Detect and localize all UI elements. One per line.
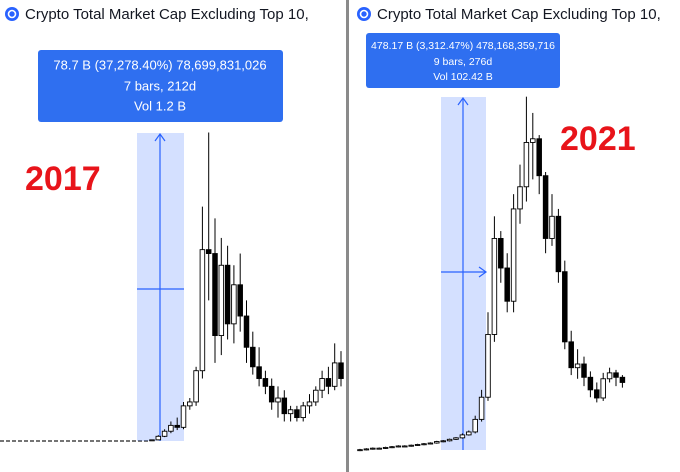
candle-body (613, 372, 619, 378)
candle-body (504, 267, 510, 302)
year-label: 2021 (560, 120, 636, 158)
candle-body (542, 175, 549, 239)
candle-body (262, 378, 269, 387)
candle-body (453, 437, 459, 440)
candle-body (523, 142, 530, 188)
candle-body (395, 445, 402, 448)
candle-body (555, 215, 562, 273)
year-label: 2017 (25, 160, 101, 198)
candle-body (237, 284, 243, 317)
candle-body (300, 405, 306, 419)
logo (5, 7, 19, 21)
candle-body (212, 253, 218, 337)
candle-body (606, 372, 613, 380)
candle-body (193, 370, 199, 403)
candle-body (155, 435, 162, 441)
candle-body (294, 409, 300, 419)
tooltip-line: 7 bars, 212d (124, 78, 196, 93)
candle-body (562, 271, 568, 343)
candle-body (275, 397, 281, 403)
tooltip (38, 50, 283, 122)
candle-body (414, 444, 421, 446)
candle-body (440, 440, 446, 443)
candle-body (472, 418, 478, 433)
candle-body (459, 434, 466, 439)
candle-body (287, 409, 294, 415)
candle-body (581, 363, 587, 378)
candle-body (325, 378, 332, 387)
candle-body (434, 441, 440, 444)
candle-body (243, 315, 250, 348)
tooltip (366, 33, 560, 88)
chart-title: Crypto Total Market Cap Excluding Top 10… (25, 6, 309, 23)
candle-body (446, 438, 453, 442)
candle-body (600, 378, 606, 399)
candle-body (491, 238, 498, 335)
candle-body (382, 446, 389, 449)
candle-body (338, 362, 344, 379)
candle-body (363, 448, 370, 451)
arrow-head (457, 96, 469, 106)
candle-body (485, 334, 491, 398)
candle-body (168, 424, 174, 432)
tooltip-line: 9 bars, 276d (434, 56, 493, 68)
candle-body (205, 249, 212, 254)
tooltip-line: 78.7 B (37,278.40%) 78,699,831,026 (53, 57, 266, 72)
candle-body (187, 401, 193, 407)
candle-body (370, 447, 376, 450)
tooltip-line: Vol 102.42 B (433, 71, 493, 83)
candle-body (149, 439, 155, 442)
candle-body (199, 249, 206, 372)
candle-body (231, 284, 237, 325)
candle-body (408, 444, 414, 447)
candle-body (376, 447, 382, 450)
candle-body (510, 208, 517, 302)
candle-body (306, 401, 313, 407)
candle-body (619, 376, 626, 383)
candle-body (174, 424, 180, 428)
candle-body (587, 376, 594, 391)
candle-body (530, 138, 536, 143)
candle-body (594, 389, 600, 399)
candle-body (268, 385, 275, 403)
candle-body (319, 378, 325, 391)
logo-mark (359, 9, 369, 19)
candle-body (389, 446, 395, 449)
candle-body (161, 430, 168, 437)
candle-body (498, 238, 504, 269)
candle-body (180, 405, 187, 428)
arrow-head (154, 132, 166, 142)
arrow-head (478, 266, 488, 278)
candle-body (402, 445, 408, 448)
candle-body (466, 431, 472, 436)
candle-body (421, 443, 427, 446)
candle-body (250, 346, 256, 368)
chart-title: Crypto Total Market Cap Excluding Top 10… (377, 6, 661, 23)
candle-body (427, 442, 434, 445)
logo (357, 7, 371, 21)
candle-body (568, 341, 574, 369)
panel-2017: Crypto Total Market Cap Excluding Top 10… (0, 6, 344, 442)
candle-body (331, 362, 338, 387)
panel-2021: Crypto Total Market Cap Excluding Top 10… (357, 6, 661, 452)
candle-body (517, 186, 523, 210)
candle-body (218, 264, 225, 337)
candle-body (224, 264, 231, 325)
candle-body (357, 449, 363, 452)
candle-body (549, 215, 555, 239)
candle-body (574, 363, 581, 369)
candle-body (313, 389, 319, 403)
candle-body (536, 138, 542, 177)
candle-body (281, 397, 288, 415)
tooltip-line: Vol 1.2 B (134, 98, 186, 113)
divider (346, 0, 349, 472)
tooltip-line: 478.17 B (3,312.47%) 478,168,359,716 (371, 40, 555, 52)
candle-body (256, 366, 262, 379)
logo-mark (7, 9, 17, 19)
candle-body (478, 396, 485, 420)
